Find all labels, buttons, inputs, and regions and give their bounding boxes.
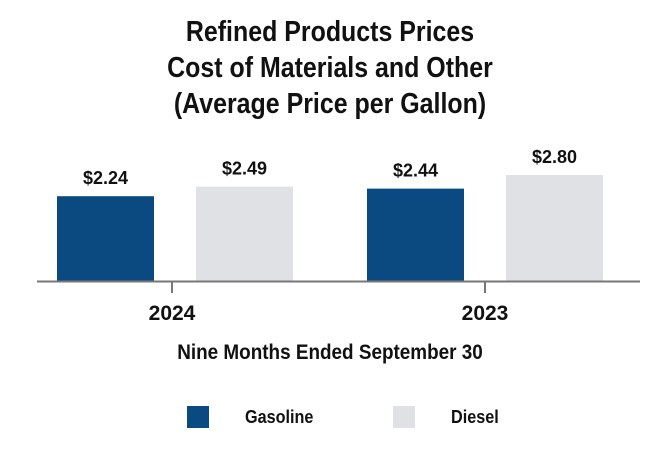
data-label-diesel-2024: $2.49	[222, 159, 267, 179]
legend-swatch-gasoline	[187, 406, 209, 428]
legend-label-diesel: Diesel	[451, 406, 499, 427]
chart-title-line-2: Cost of Materials and Other	[167, 52, 493, 84]
legend-item-gasoline: Gasoline	[187, 406, 321, 428]
x-tick-label-2023: 2023	[462, 302, 509, 325]
bar-chart: $2.24 $2.44 $2.49 $2.80 2024 2023	[37, 147, 640, 325]
legend: Gasoline Diesel	[0, 406, 660, 436]
bar-diesel-2023	[506, 175, 603, 281]
legend-label-gasoline: Gasoline	[245, 406, 314, 427]
bar-gasoline-2023	[367, 188, 464, 281]
bar-gasoline-2024	[57, 196, 154, 281]
x-tick-label-2024: 2024	[149, 302, 196, 325]
chart-title-line-1: Refined Products Prices	[185, 16, 475, 48]
data-label-gasoline-2024: $2.24	[83, 168, 128, 188]
legend-swatch-diesel	[393, 406, 415, 428]
data-label-gasoline-2023: $2.44	[393, 161, 438, 181]
chart-title-line-3: (Average Price per Gallon)	[173, 88, 487, 120]
chart-title: Refined Products Prices Cost of Material…	[46, 14, 614, 122]
x-axis-label: Nine Months Ended September 30	[177, 341, 483, 364]
data-label-diesel-2023: $2.80	[532, 147, 577, 167]
legend-item-diesel: Diesel	[393, 406, 504, 428]
bar-diesel-2024	[196, 186, 293, 281]
